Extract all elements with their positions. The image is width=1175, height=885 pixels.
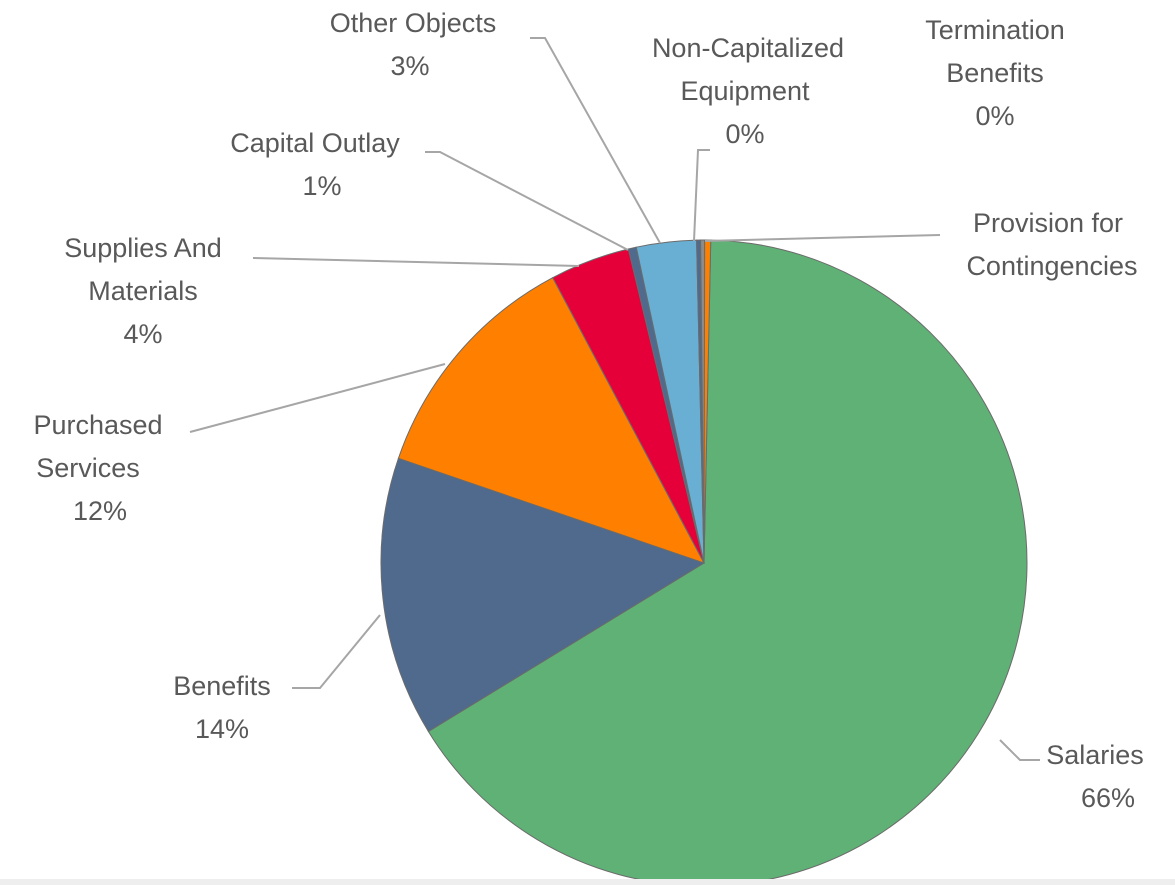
pie-slice-salaries xyxy=(427,239,1028,885)
data-label-termination-benefits: 0% xyxy=(975,101,1014,131)
slice-label-supplies-and-materials: Materials xyxy=(88,276,198,306)
leader-line xyxy=(425,151,629,251)
bottom-scroll-area xyxy=(0,879,1175,885)
slice-label-salaries: Salaries xyxy=(1046,740,1144,770)
leader-line xyxy=(252,257,580,267)
slice-label-benefits: Benefits xyxy=(173,671,271,701)
leader-line xyxy=(999,739,1040,761)
leader-line xyxy=(530,37,661,244)
pie-slices xyxy=(380,239,1028,885)
slice-label-purchased-services: Services xyxy=(36,453,140,483)
slice-label-provision-for-contingencies: Provision for xyxy=(973,208,1123,238)
leader-lines xyxy=(189,37,1040,761)
leader-line xyxy=(189,363,446,433)
slice-label-provision-for-contingencies: Contingencies xyxy=(966,251,1137,281)
slice-label-other-objects: Other Objects xyxy=(330,8,497,38)
slice-labels: Salaries 66% Benefits 14% Purchased Services 1… xyxy=(33,8,1143,813)
slice-label-purchased-services: Purchased xyxy=(33,410,162,440)
slice-label-non-capitalized-equipment: Non-Capitalized xyxy=(652,33,844,63)
slice-label-termination-benefits: Benefits xyxy=(946,58,1044,88)
slice-label-supplies-and-materials: Supplies And xyxy=(64,233,222,263)
data-label-non-capitalized-equipment: 0% xyxy=(725,119,764,149)
data-label-purchased-services: 12% xyxy=(73,496,127,526)
data-label-capital-outlay: 1% xyxy=(302,171,341,201)
slice-label-capital-outlay: Capital Outlay xyxy=(230,128,400,158)
data-label-salaries: 66% xyxy=(1081,783,1135,813)
slice-label-termination-benefits: Termination xyxy=(925,15,1065,45)
data-label-supplies-and-materials: 4% xyxy=(123,319,162,349)
data-label-other-objects: 3% xyxy=(390,51,429,81)
slice-label-non-capitalized-equipment: Equipment xyxy=(680,76,810,106)
data-label-benefits: 14% xyxy=(195,714,249,744)
leader-line xyxy=(693,149,710,242)
pie-slice-purchased-services xyxy=(397,276,706,564)
pie-slice-benefits xyxy=(380,457,706,733)
leader-line xyxy=(292,614,381,689)
leader-line xyxy=(704,234,941,242)
